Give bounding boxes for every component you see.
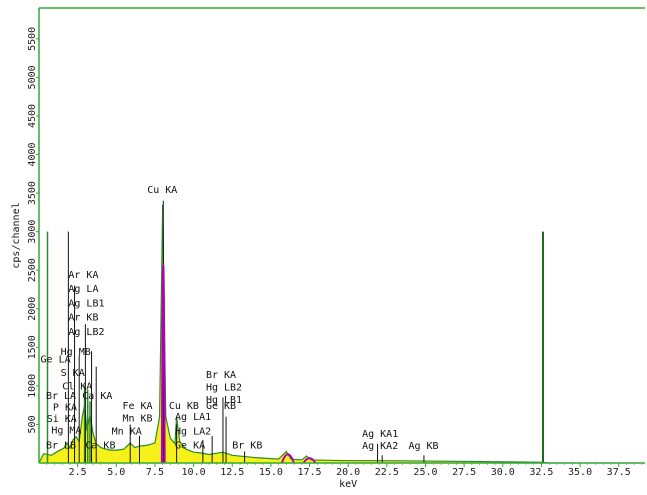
y-tick-label: 5500 <box>27 27 38 51</box>
x-tick-label: 20.0 <box>336 467 360 478</box>
x-tick-label: 32.5 <box>529 467 553 478</box>
spectrum-line <box>39 205 549 463</box>
x-tick-label: 7.5 <box>146 467 164 478</box>
peak-label: Br KA <box>206 370 236 381</box>
x-tick-label: 30.0 <box>491 467 515 478</box>
x-tick-label: 10.0 <box>182 467 206 478</box>
y-axis-label: cps/channel <box>11 202 22 268</box>
x-tick-label: 5.0 <box>107 467 125 478</box>
peak-label: Mn KB <box>122 413 152 424</box>
peak-label: Fe KA <box>122 401 152 412</box>
peak-label: Hg MA <box>51 426 81 437</box>
x-tick-labels: 2.5 5.0 7.5 10.0 12.5 15.0 17.5 20.0 22.5 25.0 27.… <box>47 463 642 478</box>
y-tick-label: 2000 <box>27 297 38 321</box>
x-tick-label: 25.0 <box>413 467 437 478</box>
x-tick-label: 27.5 <box>452 467 476 478</box>
peak-label: Mn KA <box>112 426 142 437</box>
peak-label: Hg MB <box>61 347 91 358</box>
y-tick-label: 5000 <box>27 65 38 89</box>
peak-label: Br LB <box>46 440 76 451</box>
peak-label: Hg LB1 <box>206 395 242 406</box>
peak-label: Hg LA2 <box>175 426 211 437</box>
peak-label: Ar KB <box>68 313 98 324</box>
peak-label: Hg LB2 <box>206 383 242 394</box>
x-tick-label: 22.5 <box>375 467 399 478</box>
peak-label: Br KB <box>232 440 262 451</box>
peak-label: Ag LA1 <box>175 412 211 423</box>
x-tick-label: 2.5 <box>69 467 87 478</box>
y-tick-label: 2500 <box>27 258 38 282</box>
peak-label: Cu KA <box>147 185 177 196</box>
peak-label: Ge KA <box>175 440 205 451</box>
peak-label: Br LA <box>46 391 76 402</box>
peak-label: Ag KA2 <box>362 441 398 452</box>
peak-label: Ca KA <box>82 391 112 402</box>
y-tick-label: 1000 <box>27 374 38 398</box>
peak-label: Ag LB1 <box>68 298 104 309</box>
y-tick-label: 500 <box>27 415 38 433</box>
axes: 2.5 5.0 7.5 10.0 12.5 15.0 17.5 20.0 22.5 25.0 27.… <box>11 8 645 490</box>
peak-label: Ag LB2 <box>68 327 104 338</box>
peak-label: Ar KA <box>68 270 98 281</box>
y-tick-label: 3500 <box>27 181 38 205</box>
y-tick-labels: 500 1000 1500 2000 2500 3000 3500 4000 4500 5000 5… <box>27 27 39 434</box>
peak-label: Ag KA1 <box>362 429 398 440</box>
peak-label: Ag KB <box>408 441 438 452</box>
peak-label: Ca KB <box>85 440 115 451</box>
x-tick-label: 35.0 <box>568 467 592 478</box>
x-tick-label: 12.5 <box>220 467 244 478</box>
peak-label: Cu KB <box>169 401 199 412</box>
peak-label: S KA <box>61 368 85 379</box>
y-tick-label: 3000 <box>27 220 38 244</box>
peak-label: Si KA <box>47 414 77 425</box>
x-axis-label: keV <box>339 479 357 490</box>
y-tick-label: 1500 <box>27 335 38 359</box>
spectrum-fill <box>39 205 549 463</box>
peak-label: Ag LA <box>68 284 98 295</box>
x-tick-label: 15.0 <box>259 467 283 478</box>
x-tick-label: 17.5 <box>297 467 321 478</box>
x-tick-label: 37.5 <box>607 467 631 478</box>
peak-label: P KA <box>53 403 77 414</box>
y-tick-label: 4000 <box>27 142 38 166</box>
y-tick-label: 4500 <box>27 104 38 128</box>
